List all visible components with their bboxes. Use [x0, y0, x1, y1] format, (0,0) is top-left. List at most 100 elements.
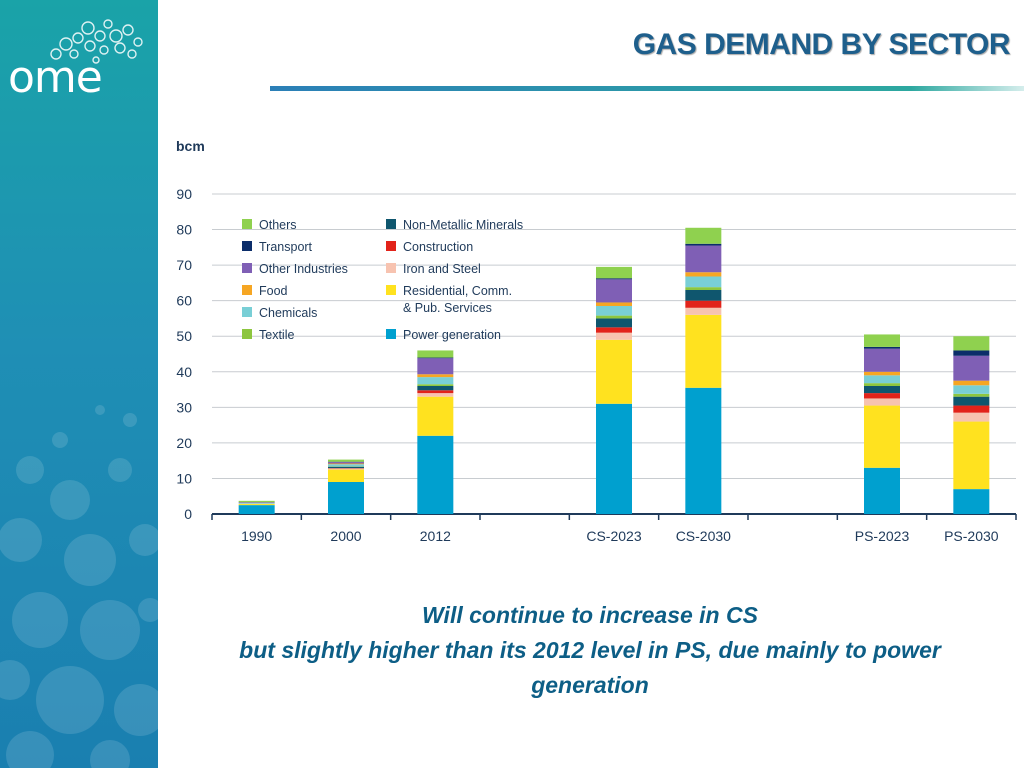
bar-segment — [417, 384, 454, 386]
y-tick-label: 70 — [176, 257, 192, 273]
legend-label: Power generation — [403, 328, 501, 342]
bar-segment — [953, 489, 990, 514]
bar-segment — [685, 307, 722, 315]
bar-segment — [328, 459, 364, 462]
logo-map-icon — [50, 19, 143, 64]
bar-segment — [953, 421, 990, 490]
y-tick-label: 10 — [176, 470, 192, 486]
x-tick-label: PS-2023 — [855, 528, 910, 544]
bar-segment — [864, 334, 900, 347]
bar-segment — [953, 405, 990, 413]
y-axis-label: bcm — [176, 138, 205, 154]
bar-segment — [328, 468, 364, 470]
bar-segment — [328, 469, 364, 482]
legend-swatch — [386, 285, 396, 295]
bar-segment — [596, 279, 632, 303]
bar-segment — [328, 462, 364, 464]
bar-segment — [685, 276, 722, 288]
y-tick-label: 30 — [176, 399, 192, 415]
bar-segment — [596, 332, 632, 340]
caption-line-1: Will continue to increase in CS — [422, 602, 758, 628]
bar-segment — [596, 318, 632, 328]
legend-label: Iron and Steel — [403, 262, 481, 276]
bar-segment — [685, 314, 722, 388]
bar-segment — [953, 385, 990, 394]
legend-label: Transport — [259, 240, 313, 254]
legend-label: Chemicals — [259, 306, 317, 320]
bar-segment — [328, 463, 364, 465]
legend-swatch — [242, 285, 252, 295]
bar-segment — [685, 290, 722, 301]
bar-segment — [685, 243, 722, 246]
title-underline — [270, 86, 1024, 91]
decorative-bubbles — [0, 405, 158, 768]
legend-swatch — [242, 329, 252, 339]
bar-segment — [953, 350, 990, 356]
bar-segment — [953, 355, 990, 381]
bar-segment — [953, 393, 990, 397]
legend-label: & Pub. Services — [403, 301, 492, 315]
bar-segment — [417, 390, 454, 394]
bar-segment — [864, 348, 900, 372]
sidebar-panel: ome — [0, 0, 158, 768]
gas-demand-chart: bcm 0 10 20 30 40 50 60 70 80 90 1990 2000 2012 CS-202… — [176, 138, 1017, 544]
legend-swatch — [386, 241, 396, 251]
slide-title: GAS DEMAND BY SECTOR — [632, 28, 1011, 61]
bar-segment — [685, 387, 722, 514]
bar-segment — [417, 396, 454, 436]
bar-segment — [864, 467, 900, 514]
x-tick-label: 2012 — [420, 528, 451, 544]
legend-swatch — [242, 241, 252, 251]
legend-label: Food — [259, 284, 288, 298]
bar-segment — [238, 504, 275, 506]
legend-swatch — [386, 263, 396, 273]
y-tick-label: 80 — [176, 222, 192, 238]
x-tick-label: CS-2030 — [676, 528, 731, 544]
y-tick-label: 40 — [176, 364, 192, 380]
bar-segment — [953, 412, 990, 422]
bar-segment — [953, 336, 990, 351]
legend-swatch — [386, 329, 396, 339]
legend-label: Others — [259, 218, 297, 232]
bar-segment — [953, 380, 990, 386]
bar-segment — [596, 278, 632, 280]
bar-segment — [864, 386, 900, 394]
bar-segment — [328, 464, 364, 467]
logo-text: ome — [8, 52, 103, 103]
bar-segment — [864, 371, 900, 376]
bar-segment — [864, 393, 900, 399]
legend-swatch — [242, 263, 252, 273]
bar-segment — [953, 396, 990, 406]
y-tick-label: 90 — [176, 186, 192, 202]
bar-segment — [596, 315, 632, 319]
y-tick-label: 50 — [176, 328, 192, 344]
bar-segment — [864, 383, 900, 386]
bar-segment — [685, 272, 722, 277]
x-tick-label: 2000 — [330, 528, 361, 544]
x-tick-label: 1990 — [241, 528, 272, 544]
x-tick-label: CS-2023 — [586, 528, 641, 544]
bar-segment — [417, 435, 454, 514]
bar-segment — [685, 227, 722, 244]
bar-segment — [596, 403, 632, 514]
legend-swatch — [242, 219, 252, 229]
bar-segment — [417, 386, 454, 391]
bar-segment — [238, 500, 275, 503]
legend-swatch — [386, 219, 396, 229]
x-tick-label: PS-2030 — [944, 528, 999, 544]
bar-segment — [864, 398, 900, 406]
bar-segment — [328, 482, 364, 514]
y-tick-label: 20 — [176, 435, 192, 451]
bar-segment — [417, 358, 454, 375]
legend-swatch — [242, 307, 252, 317]
bar-segment — [596, 339, 632, 404]
legend-label: Non-Metallic Minerals — [403, 218, 523, 232]
bar-segment — [685, 287, 722, 290]
legend-label: Construction — [403, 240, 473, 254]
bar-segment — [238, 502, 275, 503]
bar-segment — [238, 502, 275, 504]
bar-segment — [864, 375, 900, 384]
y-tick-label: 60 — [176, 293, 192, 309]
legend-label: Residential, Comm. — [403, 284, 512, 298]
bar-segment — [417, 350, 454, 358]
